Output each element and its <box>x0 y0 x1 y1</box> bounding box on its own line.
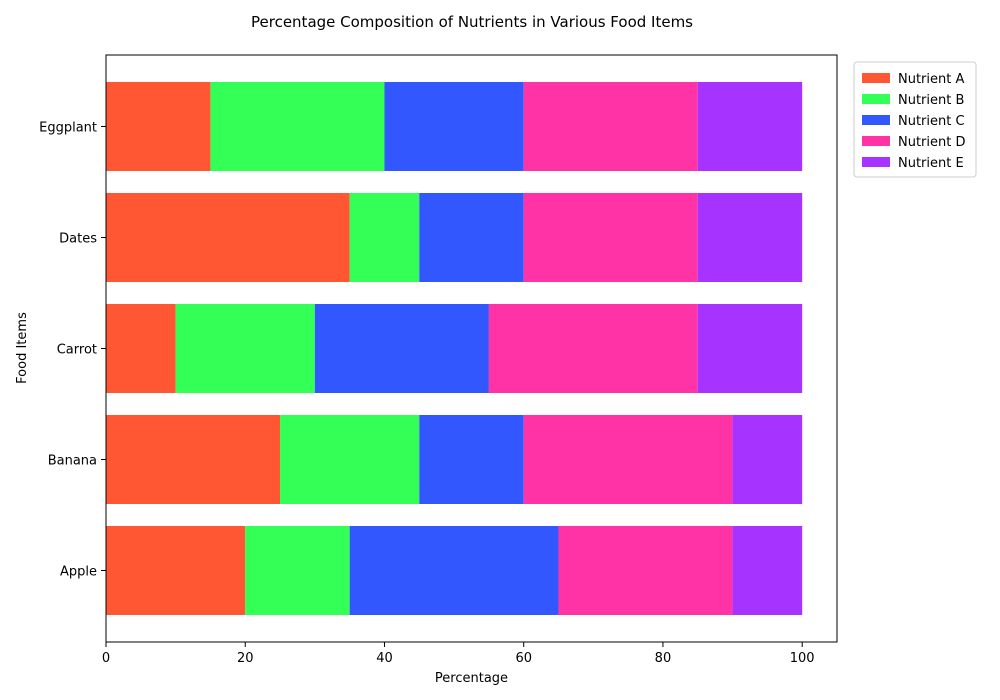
bar-eggplant-nutrient-b <box>210 82 385 171</box>
bar-banana-nutrient-b <box>280 415 420 504</box>
bar-carrot-nutrient-e <box>697 304 803 393</box>
x-axis-ticks: 0 20 40 60 80 100 <box>102 642 815 666</box>
x-tick-label: 40 <box>376 651 393 666</box>
legend-label-nutrient-a: Nutrient A <box>898 72 964 87</box>
legend-label-nutrient-d: Nutrient D <box>898 135 966 150</box>
bars-group <box>106 82 803 615</box>
x-axis-label: Percentage <box>435 671 508 686</box>
x-tick-label: 60 <box>515 651 532 666</box>
bar-apple-nutrient-d <box>558 526 733 615</box>
bar-eggplant-nutrient-a <box>106 82 211 171</box>
bar-apple-nutrient-a <box>106 526 246 615</box>
bar-banana-nutrient-e <box>732 415 803 504</box>
bar-dates-nutrient-c <box>419 193 524 282</box>
bar-apple-nutrient-e <box>732 526 803 615</box>
legend-swatch-nutrient-a <box>862 73 890 83</box>
legend-label-nutrient-e: Nutrient E <box>898 156 964 171</box>
y-tick-label-dates: Dates <box>59 232 97 247</box>
legend-swatch-nutrient-c <box>862 115 890 125</box>
y-axis-label: Food Items <box>15 312 30 384</box>
bar-carrot-nutrient-a <box>106 304 176 393</box>
bar-apple-nutrient-c <box>349 526 559 615</box>
bar-eggplant-nutrient-d <box>523 82 698 171</box>
bar-apple-nutrient-b <box>245 526 350 615</box>
bar-banana-nutrient-a <box>106 415 281 504</box>
legend: Nutrient A Nutrient B Nutrient C Nutrient D… <box>853 61 977 178</box>
legend-swatch-nutrient-b <box>862 94 890 104</box>
y-tick-label-banana: Banana <box>48 454 97 469</box>
bar-dates-nutrient-b <box>349 193 420 282</box>
bar-dates-nutrient-e <box>697 193 803 282</box>
bar-banana-nutrient-c <box>419 415 524 504</box>
legend-label-nutrient-b: Nutrient B <box>898 93 964 108</box>
y-axis-ticks: Apple Banana Carrot Dates Eggplant <box>39 121 106 580</box>
legend-swatch-nutrient-d <box>862 136 890 146</box>
y-tick-label-eggplant: Eggplant <box>39 121 97 136</box>
legend-swatch-nutrient-e <box>862 157 890 167</box>
y-tick-label-apple: Apple <box>60 565 97 580</box>
y-tick-label-carrot: Carrot <box>57 343 97 358</box>
legend-label-nutrient-c: Nutrient C <box>898 114 965 129</box>
x-tick-label: 80 <box>655 651 672 666</box>
bar-eggplant-nutrient-e <box>697 82 803 171</box>
bar-carrot-nutrient-c <box>314 304 489 393</box>
x-tick-label: 0 <box>102 651 110 666</box>
bar-carrot-nutrient-d <box>488 304 698 393</box>
bar-dates-nutrient-a <box>106 193 350 282</box>
bar-eggplant-nutrient-c <box>384 82 524 171</box>
bar-banana-nutrient-d <box>523 415 733 504</box>
x-tick-label: 100 <box>790 651 815 666</box>
x-tick-label: 20 <box>237 651 254 666</box>
bar-dates-nutrient-d <box>523 193 698 282</box>
chart-title: Percentage Composition of Nutrients in V… <box>251 13 693 31</box>
legend-box <box>853 61 977 178</box>
bar-carrot-nutrient-b <box>175 304 315 393</box>
